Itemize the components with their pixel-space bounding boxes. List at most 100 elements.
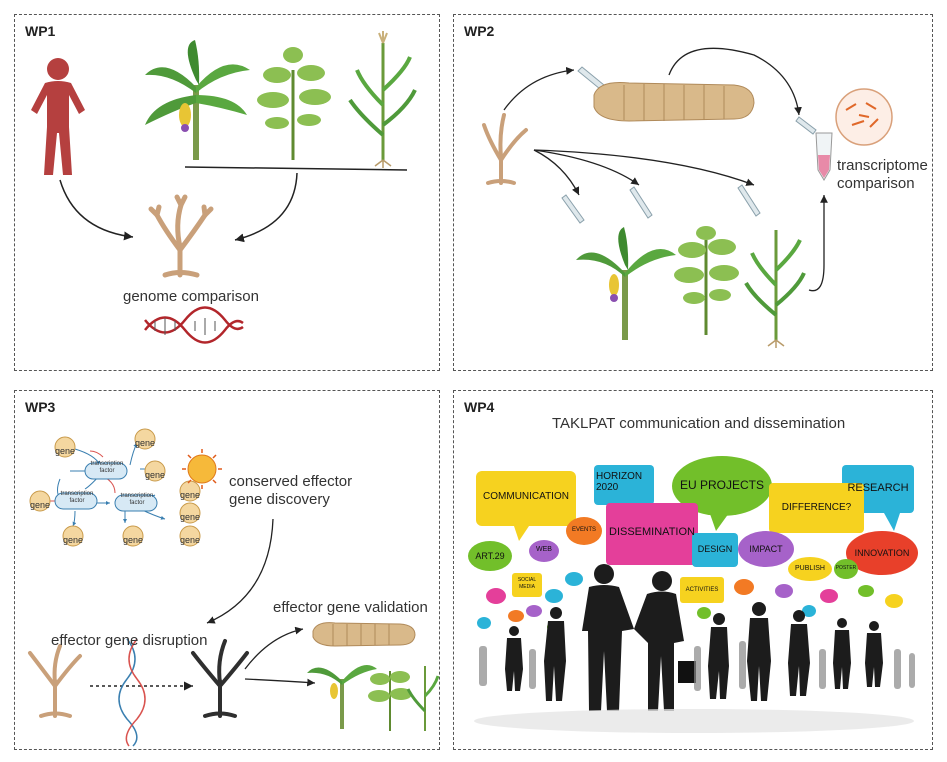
arrow-to-pipette-2 (533, 149, 640, 186)
banana-plant-icon (145, 40, 250, 160)
arrow-to-larva (503, 66, 575, 111)
arrow-to-plants (244, 678, 316, 687)
tomato-plant-icon (368, 671, 412, 731)
bubble-eu-projects (672, 456, 772, 516)
bubble-web (529, 540, 559, 562)
tf-label-line2: factor (99, 468, 115, 474)
bubble-events-label: EVENTS (571, 527, 596, 533)
bubble-horizon (594, 465, 654, 505)
bubble-poster-label: POSTER (835, 565, 857, 571)
maize-plant-icon (348, 31, 417, 168)
wp3-panel: WP3 (14, 390, 440, 750)
maize-plant-icon (744, 230, 806, 348)
tomato-plant-icon (257, 47, 331, 160)
people-silhouettes (479, 564, 915, 711)
gene-node-label: gene (63, 535, 84, 545)
bubble-web-label: WEB (536, 546, 552, 553)
bubble-impact-label: IMPACT (749, 544, 783, 554)
bubble-dissemination-label: DISSEMINATION (609, 526, 695, 538)
pipette-icon (561, 66, 817, 224)
magnifier-icon (835, 88, 893, 146)
bubble-social-media (512, 573, 542, 597)
validation-label: effector gene validation (273, 599, 428, 616)
bubble-horizon-label: HORIZON 2020 (596, 471, 643, 493)
effector-gene-sun-icon (182, 449, 222, 489)
wp3-illustration (28, 428, 440, 747)
tf-node-label: transcription factor (89, 461, 125, 475)
arrow-discovery-to-disruption (206, 518, 274, 624)
bubble-publish (788, 557, 832, 581)
gene-node-label: gene (180, 490, 201, 500)
tomato-plant-icon (674, 226, 739, 335)
discovery-label-line2: gene discovery (229, 491, 330, 508)
bubble-communication (476, 471, 576, 526)
arrow-to-larva (244, 626, 304, 670)
wp1-illustration (31, 31, 417, 344)
genome-comparison-label: genome comparison (123, 288, 259, 305)
wp2-illustration (482, 47, 893, 348)
bubble-difference (769, 483, 864, 533)
arrow-larva-to-tube (668, 47, 802, 116)
tf-node-label: transcription factor (119, 493, 155, 507)
bubble-activities-label: ACTIVITIES (685, 587, 719, 593)
wp3-label: WP3 (25, 399, 56, 415)
bubble-eu-projects-label: EU PROJECTS (679, 478, 764, 492)
tf-node-label: transcription factor (59, 491, 95, 505)
banana-plant-icon (576, 227, 676, 340)
wp4-title: TAKLPAT communication and dissemination (552, 415, 846, 432)
transcriptome-label-line1: transcriptome (837, 157, 928, 174)
gene-node-label: gene (30, 500, 51, 510)
wp2-panel: WP2 (453, 14, 933, 371)
mutant-fungus-icon (191, 639, 249, 718)
tf-label-line1: transcription (60, 491, 94, 497)
larva-icon (312, 622, 416, 647)
floor-reflection (474, 709, 914, 733)
dna-icon (144, 306, 244, 344)
dissemination-collage (468, 456, 918, 733)
wp1-panel: WP1 (14, 14, 440, 371)
speech-bubbles (468, 456, 918, 632)
bubble-design (692, 533, 738, 567)
tf-label-line1: transcription (120, 493, 154, 499)
bubble-poster (834, 559, 858, 579)
bubble-impact (738, 531, 794, 567)
plants-bracket-line (184, 166, 408, 171)
arrow-to-pipette-1 (533, 149, 580, 196)
gene-node-label: gene (180, 535, 201, 545)
wp4-panel: WP4 TAKLPAT communication and disseminat… (453, 390, 933, 750)
bubble-art29 (468, 541, 512, 571)
bubble-dissemination (606, 503, 698, 565)
arrow-plants-to-fungus (234, 172, 298, 243)
tf-nodes (54, 462, 158, 512)
dna-vertical-icon (118, 638, 146, 747)
gene-node-label: gene (123, 535, 144, 545)
human-icon (31, 58, 85, 175)
discovery-label-line1: conserved effector (229, 473, 353, 490)
gene-node-label: gene (145, 470, 166, 480)
fungus-icon (482, 113, 528, 185)
dna-rungs (154, 318, 216, 335)
arrow-human-to-fungus (59, 179, 134, 241)
bubble-activities (680, 577, 724, 603)
disruption-label: effector gene disruption (51, 632, 208, 649)
bubble-research-label: RESEARCH (847, 482, 909, 494)
bubble-innovation-label: INNOVATION (854, 548, 910, 558)
bubble-difference-label: DIFFERENCE? (781, 502, 852, 513)
bubble-innovation (846, 531, 918, 575)
bubble-events (566, 517, 602, 545)
sample-tube-icon (815, 132, 833, 181)
tf-label-line2: factor (69, 498, 85, 504)
fungus-icon (28, 644, 82, 718)
arrow-to-pipette-3 (533, 149, 755, 186)
wp1-label: WP1 (25, 23, 56, 39)
wp4-label: WP4 (464, 399, 495, 415)
fungus-icon (148, 194, 214, 278)
wp2-label: WP2 (464, 23, 495, 39)
bubble-communication-label: COMMUNICATION (483, 491, 569, 502)
larva-icon (593, 82, 755, 122)
gene-node-label: gene (180, 512, 201, 522)
tf-label-line2: factor (129, 500, 145, 506)
gene-node-label: gene (135, 438, 156, 448)
bubble-design-label: DESIGN (697, 544, 733, 554)
bubble-publish-label: PUBLISH (795, 565, 825, 572)
